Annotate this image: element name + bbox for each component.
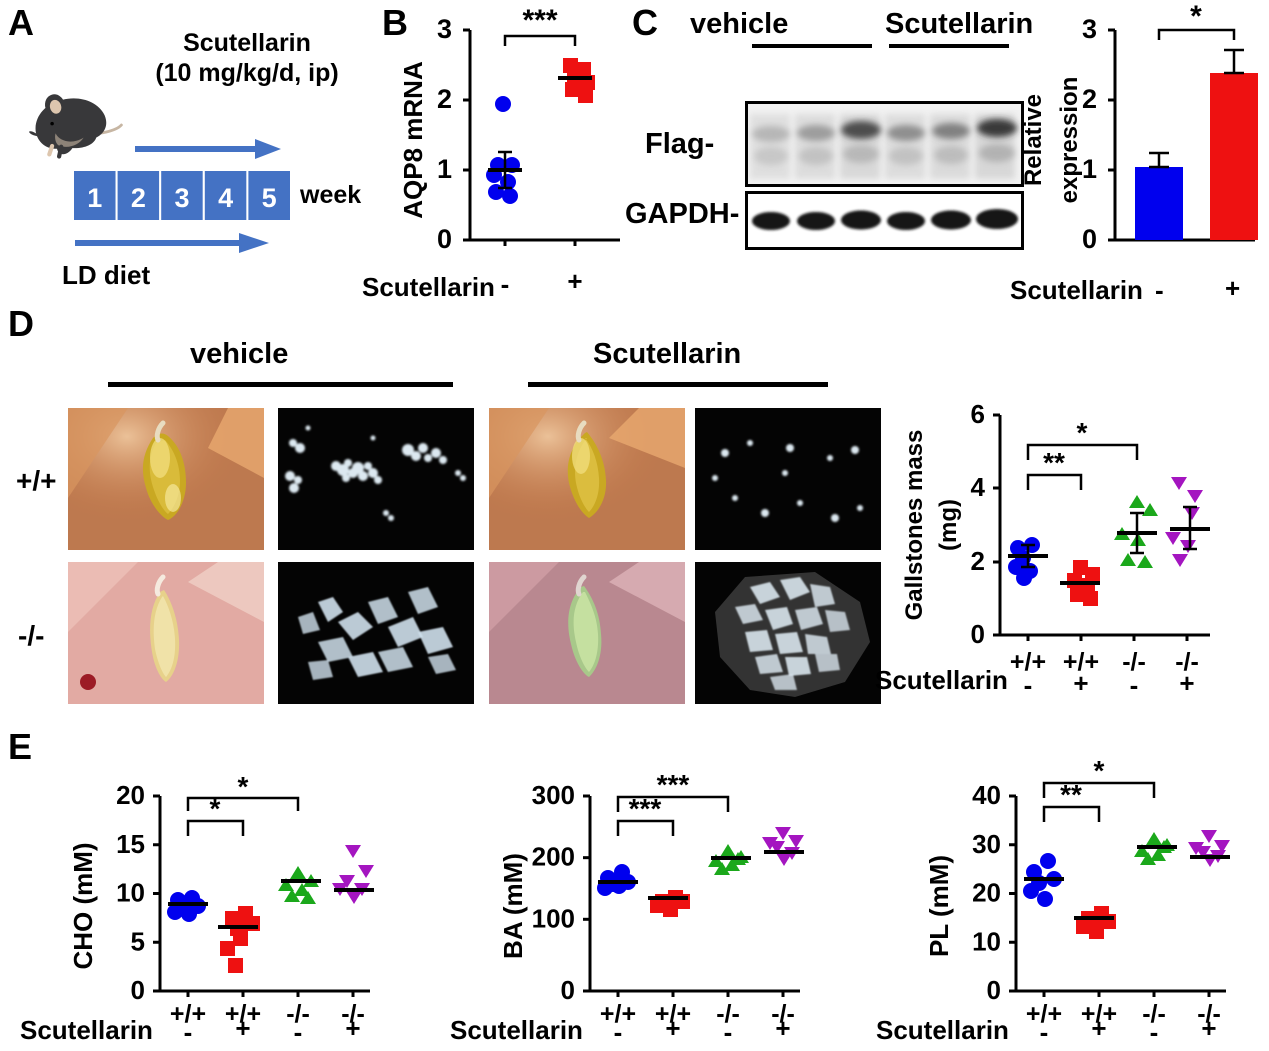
svg-text:30: 30: [972, 829, 1001, 859]
svg-text:expression: expression: [1056, 77, 1083, 204]
svg-text:15: 15: [116, 829, 145, 859]
svg-text:2: 2: [1082, 84, 1097, 114]
svg-text:3: 3: [1082, 14, 1097, 44]
svg-text:20: 20: [116, 780, 145, 810]
svg-text:PL (mM): PL (mM): [924, 855, 954, 957]
svg-text:(mg): (mg): [935, 499, 962, 551]
svg-text:Relative: Relative: [1020, 94, 1047, 186]
svg-text:300: 300: [532, 780, 575, 810]
svg-text:**: **: [1043, 447, 1065, 478]
svg-text:0: 0: [987, 975, 1001, 1005]
svg-text:0: 0: [131, 975, 145, 1005]
svg-text:2: 2: [971, 546, 985, 576]
svg-text:*: *: [1190, 0, 1202, 33]
svg-text:-: -: [501, 269, 510, 299]
svg-text:1: 1: [437, 154, 452, 184]
svg-text:0: 0: [437, 224, 452, 254]
svg-text:1: 1: [1082, 154, 1097, 184]
svg-text:0: 0: [1082, 224, 1097, 254]
svg-text:AQP8 mRNA: AQP8 mRNA: [398, 61, 428, 219]
svg-text:4: 4: [218, 183, 233, 213]
svg-text:5: 5: [262, 183, 277, 213]
svg-text:Gallstones mass: Gallstones mass: [901, 430, 928, 621]
svg-text:*: *: [238, 771, 249, 802]
svg-text:200: 200: [532, 842, 575, 872]
svg-text:10: 10: [972, 926, 1001, 956]
svg-text:0: 0: [971, 619, 985, 649]
svg-text:2: 2: [437, 84, 452, 114]
svg-text:***: ***: [522, 4, 557, 37]
svg-text:BA (mM): BA (mM): [498, 853, 528, 959]
svg-text:20: 20: [972, 878, 1001, 908]
svg-text:3: 3: [174, 183, 189, 213]
svg-text:+: +: [567, 266, 582, 296]
svg-text:100: 100: [532, 903, 575, 933]
svg-text:2: 2: [131, 183, 146, 213]
svg-text:4: 4: [971, 472, 986, 502]
svg-text:3: 3: [437, 14, 452, 44]
svg-text:10: 10: [116, 878, 145, 908]
svg-text:CHO (mM): CHO (mM): [68, 842, 98, 969]
svg-text:***: ***: [657, 769, 690, 800]
svg-text:*: *: [1077, 417, 1088, 448]
svg-text:40: 40: [972, 780, 1001, 810]
svg-text:6: 6: [971, 399, 985, 429]
svg-text:*: *: [1094, 755, 1105, 786]
svg-text:1: 1: [87, 183, 102, 213]
svg-text:5: 5: [131, 926, 145, 956]
svg-text:0: 0: [561, 975, 575, 1005]
